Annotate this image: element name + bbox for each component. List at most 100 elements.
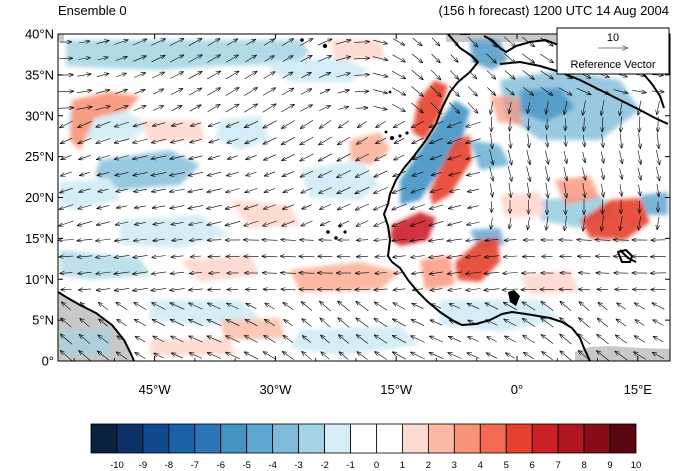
coastline-lake: [617, 249, 633, 263]
wind-vector-arrow: [355, 203, 370, 210]
wind-vector-arrow: [638, 216, 640, 230]
wind-vector-arrow: [393, 154, 405, 160]
wind-vector-arrow: [226, 171, 239, 176]
wind-vector-arrow: [116, 302, 128, 311]
wind-vector-arrow: [635, 320, 645, 326]
wind-vector-arrow: [171, 256, 184, 257]
wind-vector-arrow: [245, 55, 256, 63]
wind-vector-arrow: [503, 36, 516, 47]
wind-vector-arrow: [244, 71, 258, 80]
wind-vector-arrow: [152, 319, 166, 327]
wind-vector-arrow: [467, 303, 480, 310]
wind-vector-arrow: [336, 73, 351, 78]
wind-vector-arrow: [207, 88, 221, 96]
wind-vector-arrow: [632, 90, 647, 92]
wind-vector-arrow: [545, 150, 548, 164]
wind-vector-arrow: [411, 53, 423, 63]
wind-vector-arrow: [637, 150, 641, 164]
wind-vector-arrow: [189, 353, 203, 359]
wind-vector-arrow: [509, 217, 511, 229]
wind-vector-arrow: [527, 182, 529, 199]
wind-vectors: [58, 36, 667, 361]
wind-vector-arrow: [77, 272, 92, 273]
colorbar-swatch: [609, 423, 637, 454]
wind-vector-arrow: [522, 36, 535, 47]
wind-vector-arrow: [169, 172, 185, 175]
wind-vector-arrow: [338, 107, 349, 110]
wind-vector-arrow: [283, 188, 294, 192]
wind-vector-arrow: [98, 319, 108, 327]
wind-vector-arrow: [79, 334, 91, 345]
wind-vector-arrow: [503, 302, 518, 311]
wind-vector-arrow: [510, 117, 511, 132]
wind-vector-arrow: [337, 301, 350, 312]
wind-vector-arrow: [596, 273, 610, 274]
wind-vector-arrow: [226, 319, 240, 326]
wind-vector-arrow: [208, 273, 220, 274]
wind-vector-arrow: [116, 73, 126, 78]
colorbar-swatch: [298, 423, 325, 454]
wind-vector-arrow: [151, 288, 167, 290]
wind-vector-arrow: [374, 240, 388, 241]
colorbar-label: -5: [242, 460, 250, 471]
wind-vector-arrow: [61, 155, 72, 159]
wind-vector-arrow: [283, 302, 294, 311]
colorbar-swatch: [194, 423, 222, 454]
wind-vector-arrow: [490, 183, 492, 198]
wind-vector-arrow: [226, 55, 238, 63]
wind-vector-arrow: [502, 273, 518, 274]
wind-vector-arrow: [207, 336, 222, 343]
wind-vector-arrow: [96, 40, 110, 44]
wind-vector-arrow: [170, 72, 183, 79]
wind-vector-arrow: [299, 38, 313, 46]
wind-vector-arrow: [391, 87, 406, 96]
wind-vector-arrow: [467, 36, 478, 47]
wind-vector-arrow: [280, 273, 296, 274]
wind-vector-arrow: [97, 351, 110, 361]
wind-vector-arrow: [620, 168, 623, 179]
wind-vector-arrow: [375, 137, 386, 144]
wind-vector-arrow: [412, 137, 424, 144]
wind-vector-arrow: [448, 172, 461, 175]
wind-vector-arrow: [169, 289, 185, 291]
wind-vector-arrow: [560, 301, 572, 312]
wind-vector-arrow: [80, 318, 90, 328]
wind-vector-arrow: [189, 155, 203, 159]
wind-vector-arrow: [80, 302, 89, 310]
wind-vector-arrow: [281, 88, 294, 96]
wind-vector-arrow: [634, 303, 646, 310]
wind-vector-arrow: [98, 189, 109, 192]
wind-vector-arrow: [190, 122, 202, 126]
wind-vector-arrow: [335, 56, 351, 61]
wind-vector-arrow: [96, 138, 111, 144]
wind-vector-arrow: [98, 335, 109, 344]
wind-vector-arrow: [151, 39, 165, 46]
wind-vector-arrow: [429, 121, 444, 127]
wind-vector-arrow: [263, 137, 277, 145]
wind-vector-arrow: [546, 216, 548, 230]
lat-tick-label: 40°N: [25, 27, 54, 42]
wind-vector-arrow: [207, 289, 221, 290]
wind-vector-arrow: [467, 206, 479, 209]
wind-vector-arrow: [262, 240, 278, 241]
wind-vector-arrow: [523, 87, 534, 95]
wind-vector-arrow: [244, 104, 258, 113]
wind-vector-arrow: [263, 72, 276, 79]
wind-vector-arrow: [486, 353, 498, 359]
wind-vector-arrow: [302, 319, 312, 327]
wind-vector-arrow: [429, 352, 444, 359]
wind-vector-arrow: [151, 55, 166, 63]
wind-vector-arrow: [595, 240, 611, 241]
wind-vector-arrow: [338, 335, 349, 344]
wind-vector-arrow: [97, 205, 110, 208]
wind-vector-arrow: [95, 256, 111, 258]
lat-tick-label: 10°N: [25, 272, 54, 287]
wind-vector-arrow: [262, 220, 277, 226]
wind-vector-arrow: [465, 256, 481, 258]
wind-vector-arrow: [188, 336, 203, 343]
wind-vector-arrow: [602, 116, 603, 132]
wind-vector-arrow: [243, 220, 259, 226]
wind-vector-arrow: [507, 166, 512, 181]
wind-vector-arrow: [546, 101, 549, 115]
wind-vector-arrow: [151, 188, 166, 192]
